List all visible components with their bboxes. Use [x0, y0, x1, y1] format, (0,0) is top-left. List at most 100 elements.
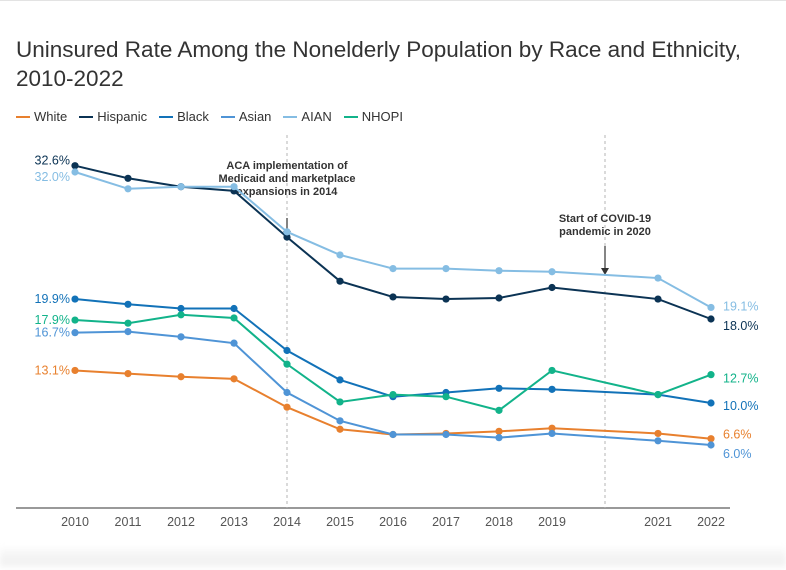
data-point-aian-2015[interactable]	[336, 251, 344, 259]
data-point-hispanic-2011[interactable]	[124, 174, 132, 182]
x-tick-label-2018: 2018	[485, 515, 513, 529]
start-label-white: 13.1%	[35, 363, 70, 377]
data-point-white-2018[interactable]	[495, 427, 503, 435]
data-point-nhopi-2019[interactable]	[548, 366, 556, 375]
data-point-white-2021[interactable]	[654, 429, 662, 438]
data-point-aian-2018[interactable]	[495, 267, 503, 275]
x-tick-label-2015: 2015	[326, 515, 354, 529]
end-label-black: 10.0%	[723, 399, 758, 413]
data-point-asian-2019[interactable]	[548, 429, 556, 438]
x-tick-label-2016: 2016	[379, 515, 407, 529]
data-point-nhopi-2013[interactable]	[230, 314, 238, 322]
series-line-nhopi	[74, 313, 712, 412]
legend-label-black: Black	[177, 109, 209, 124]
legend-swatch-nhopi	[343, 115, 358, 118]
data-point-white-2012[interactable]	[177, 373, 185, 381]
data-point-aian-2022[interactable]	[707, 303, 715, 312]
data-point-black-2014[interactable]	[283, 346, 291, 355]
data-point-nhopi-2022[interactable]	[707, 371, 715, 379]
data-point-asian-2013[interactable]	[230, 339, 238, 347]
data-point-aian-2019[interactable]	[548, 268, 556, 276]
data-point-white-2022[interactable]	[707, 435, 715, 443]
x-tick-label-2012: 2012	[167, 515, 195, 529]
legend-label-aian: AIAN	[301, 109, 332, 124]
data-point-white-2010[interactable]	[71, 366, 79, 375]
data-point-white-2014[interactable]	[283, 403, 291, 411]
data-point-black-2010[interactable]	[71, 295, 79, 303]
data-point-asian-2022[interactable]	[707, 441, 715, 449]
data-point-nhopi-2011[interactable]	[124, 319, 132, 327]
data-point-nhopi-2017[interactable]	[442, 393, 450, 401]
data-point-black-2018[interactable]	[495, 384, 503, 392]
data-point-black-2022[interactable]	[707, 399, 715, 407]
data-point-black-2011[interactable]	[124, 300, 132, 308]
data-point-nhopi-2015[interactable]	[336, 398, 344, 406]
data-point-nhopi-2012[interactable]	[177, 311, 185, 319]
data-point-white-2019[interactable]	[548, 424, 556, 432]
data-point-aian-2013[interactable]	[230, 183, 238, 191]
data-point-asian-2018[interactable]	[495, 434, 503, 442]
legend-item-hispanic[interactable]: Hispanic	[79, 109, 147, 124]
data-point-asian-2010[interactable]	[71, 329, 79, 337]
data-point-aian-2021[interactable]	[654, 274, 662, 282]
annotation-text-2020: Start of COVID-19	[559, 213, 651, 225]
legend-swatch-white	[16, 115, 30, 118]
data-point-nhopi-2010[interactable]	[71, 316, 79, 324]
data-point-aian-2010[interactable]	[71, 168, 79, 176]
legend-item-nhopi[interactable]: NHOPI	[343, 109, 403, 124]
data-point-hispanic-2021[interactable]	[654, 295, 662, 303]
data-point-asian-2011[interactable]	[124, 328, 132, 336]
data-point-nhopi-2014[interactable]	[283, 360, 291, 368]
legend-item-asian[interactable]: Asian	[220, 109, 271, 124]
x-tick-label-2019: 2019	[538, 515, 566, 529]
data-point-nhopi-2016[interactable]	[389, 391, 397, 399]
data-point-nhopi-2018[interactable]	[495, 406, 503, 414]
data-point-aian-2017[interactable]	[442, 265, 450, 273]
data-point-hispanic-2010[interactable]	[71, 162, 79, 170]
top-rule	[0, 0, 786, 1]
data-point-asian-2017[interactable]	[442, 430, 450, 439]
data-point-asian-2012[interactable]	[177, 333, 185, 341]
data-point-asian-2021[interactable]	[654, 437, 662, 445]
annotation-text-2014: expansions in 2014	[237, 186, 339, 198]
series-line-hispanic	[74, 164, 712, 320]
data-point-aian-2012[interactable]	[177, 183, 185, 191]
legend-swatch-asian	[220, 115, 235, 118]
end-label-asian: 6.0%	[723, 447, 752, 461]
x-tick-label-2017: 2017	[432, 515, 460, 529]
legend-swatch-hispanic	[79, 115, 94, 118]
data-point-black-2015[interactable]	[336, 376, 344, 384]
blurred-footer	[0, 545, 786, 570]
data-point-hispanic-2016[interactable]	[389, 293, 397, 301]
data-point-nhopi-2021[interactable]	[654, 391, 662, 399]
data-point-hispanic-2015[interactable]	[336, 277, 344, 285]
x-tick-label-2013: 2013	[220, 515, 248, 529]
data-point-hispanic-2017[interactable]	[442, 295, 450, 303]
data-point-hispanic-2014[interactable]	[283, 233, 291, 241]
start-label-asian: 16.7%	[35, 326, 70, 340]
data-point-black-2013[interactable]	[230, 304, 238, 313]
annotation-arrowhead-2020	[601, 268, 609, 275]
data-point-hispanic-2018[interactable]	[495, 294, 503, 302]
data-point-asian-2016[interactable]	[389, 430, 397, 439]
data-point-aian-2016[interactable]	[389, 265, 397, 273]
legend-item-white[interactable]: White	[16, 109, 67, 124]
x-tick-label-2010: 2010	[61, 515, 89, 529]
data-point-aian-2011[interactable]	[124, 185, 132, 193]
data-point-white-2011[interactable]	[124, 370, 132, 378]
legend-item-black[interactable]: Black	[159, 109, 209, 124]
start-label-nhopi: 17.9%	[35, 313, 70, 327]
data-point-hispanic-2022[interactable]	[707, 315, 715, 323]
data-point-asian-2014[interactable]	[283, 388, 291, 397]
data-point-black-2019[interactable]	[548, 385, 556, 393]
data-point-white-2015[interactable]	[336, 425, 344, 433]
series-line-black	[74, 298, 712, 404]
data-point-asian-2015[interactable]	[336, 417, 344, 425]
data-point-aian-2014[interactable]	[283, 228, 291, 236]
data-point-black-2012[interactable]	[177, 304, 185, 313]
data-point-white-2013[interactable]	[230, 375, 238, 383]
series-line-aian	[74, 171, 712, 309]
legend-item-aian[interactable]: AIAN	[283, 109, 332, 124]
annotation-text-2014: Medicaid and marketplace	[219, 173, 356, 185]
data-point-hispanic-2019[interactable]	[548, 283, 556, 292]
